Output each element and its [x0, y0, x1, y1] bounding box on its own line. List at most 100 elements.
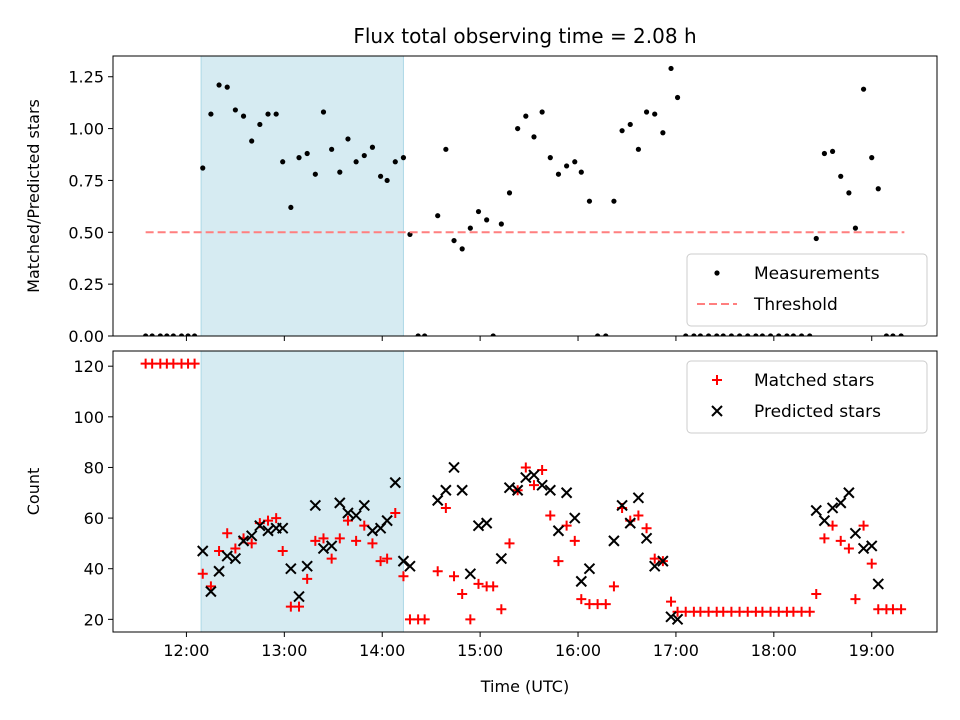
data-point [813, 235, 819, 242]
y-tick-label: 20 [84, 610, 104, 629]
data-point [465, 614, 476, 625]
data-point [317, 542, 330, 555]
data-point [528, 480, 539, 491]
data-point [381, 514, 393, 527]
data-point [320, 109, 327, 115]
data-point [495, 552, 508, 565]
data-point [443, 146, 449, 152]
x-tick-label: 13:00 [261, 641, 307, 660]
data-point [353, 159, 359, 165]
data-point [367, 538, 378, 549]
y-tick-label: 60 [84, 509, 104, 528]
legend-label: Matched stars [754, 371, 874, 391]
data-point [170, 333, 176, 336]
data-point [205, 585, 217, 598]
data-point [230, 543, 241, 554]
data-point [624, 517, 636, 529]
data-point [431, 494, 444, 507]
plot-area [140, 358, 907, 626]
data-point [858, 520, 869, 531]
data-point [302, 573, 313, 584]
data-point [262, 525, 274, 537]
data-point [583, 563, 596, 575]
y-tick-label: 0.75 [68, 171, 104, 190]
data-point [197, 545, 209, 557]
data-point [326, 553, 337, 564]
data-point [325, 540, 338, 552]
chart-title: Flux total observing time = 2.08 h [353, 24, 696, 48]
data-point [245, 530, 258, 542]
data-point [611, 198, 617, 204]
data-point [898, 333, 904, 336]
data-point [490, 333, 496, 336]
data-point [866, 540, 878, 552]
data-point [369, 144, 376, 150]
data-point [390, 508, 401, 519]
data-point [473, 578, 484, 589]
data-point [318, 533, 329, 544]
data-point [515, 125, 521, 132]
x-tick-label: 16:00 [555, 641, 601, 660]
legend-swatch [714, 270, 720, 276]
data-point [276, 522, 289, 534]
data-point [496, 604, 507, 615]
data-point [200, 165, 206, 171]
data-point [273, 111, 279, 117]
data-point [857, 542, 870, 555]
data-point [821, 150, 828, 157]
data-point [641, 523, 652, 534]
data-point [296, 155, 302, 161]
data-point [545, 510, 556, 521]
data-point [872, 578, 884, 590]
data-point [366, 525, 379, 537]
series-matched-stars [140, 358, 907, 625]
data-point [790, 333, 797, 336]
data-point [576, 594, 587, 605]
legend: Measurements Threshold [686, 253, 928, 327]
data-point [457, 589, 468, 600]
data-point [649, 560, 661, 572]
data-point [189, 358, 200, 369]
data-point [531, 134, 537, 140]
data-point [237, 535, 250, 547]
data-point [157, 333, 163, 336]
data-point [660, 130, 666, 136]
data-point [643, 109, 650, 115]
legend-swatch [711, 405, 723, 417]
data-point [569, 535, 580, 546]
data-point [293, 590, 305, 603]
data-point [488, 581, 499, 592]
data-point [375, 556, 386, 567]
data-point [254, 519, 266, 532]
data-point [310, 535, 321, 546]
x-tick-label: 15:00 [457, 641, 503, 660]
y-tick-label: 100 [73, 408, 104, 427]
data-point [240, 113, 247, 119]
panel-2: 20 40 60 80 100 120 12:00 13:00 14:00 15:00 16:00 1… [24, 350, 938, 696]
x-tick-label: 12:00 [163, 641, 209, 660]
y-tick-label: 120 [73, 357, 104, 376]
data-point [334, 533, 345, 544]
data-point [896, 604, 907, 615]
data-point [665, 611, 677, 623]
data-point [608, 581, 619, 592]
y-axis-label: Count [24, 468, 43, 516]
data-point [382, 553, 393, 564]
data-point [191, 333, 198, 336]
data-point [835, 535, 846, 546]
data-point [400, 155, 407, 161]
data-point [560, 487, 573, 499]
data-point [503, 481, 516, 494]
data-point [875, 186, 881, 192]
x-axis-label: Time (UTC) [480, 677, 569, 696]
data-point [736, 333, 743, 336]
data-point [666, 596, 677, 607]
data-point [674, 94, 681, 101]
data-point [345, 136, 351, 142]
data-point [776, 333, 782, 336]
data-point [197, 568, 208, 579]
legend-box [686, 360, 928, 434]
data-point [440, 502, 451, 513]
data-point [767, 333, 774, 336]
data-point [337, 169, 343, 175]
